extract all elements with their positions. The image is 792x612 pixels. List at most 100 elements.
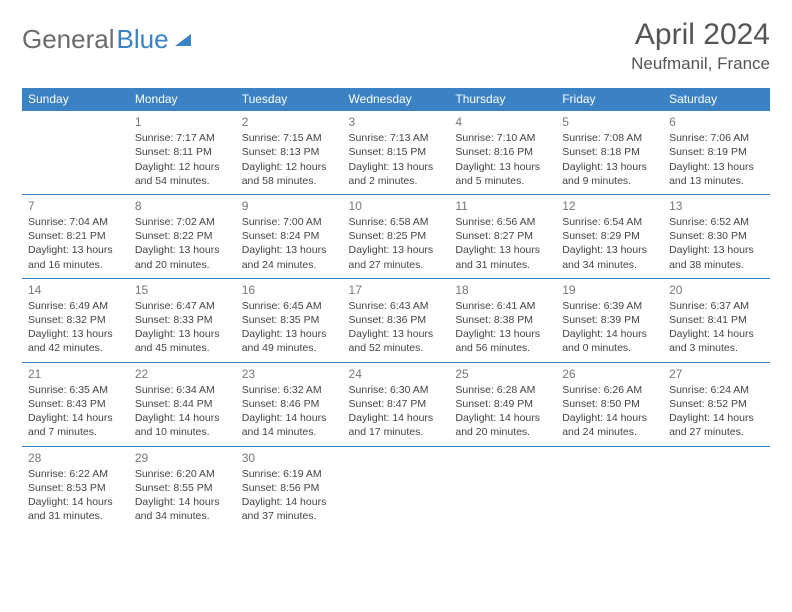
daylight-line: Daylight: 14 hours and 3 minutes.	[669, 327, 764, 355]
calendar-cell-empty	[663, 446, 770, 529]
calendar-table: SundayMondayTuesdayWednesdayThursdayFrid…	[22, 88, 770, 529]
calendar-cell: 7Sunrise: 7:04 AMSunset: 8:21 PMDaylight…	[22, 194, 129, 278]
location: Neufmanil, France	[631, 54, 770, 74]
day-number: 29	[135, 450, 230, 466]
daylight-line: Daylight: 14 hours and 37 minutes.	[242, 495, 337, 523]
sunset-line: Sunset: 8:19 PM	[669, 145, 764, 159]
daylight-line: Daylight: 14 hours and 17 minutes.	[349, 411, 444, 439]
sunset-line: Sunset: 8:21 PM	[28, 229, 123, 243]
calendar-cell: 19Sunrise: 6:39 AMSunset: 8:39 PMDayligh…	[556, 278, 663, 362]
sunrise-line: Sunrise: 7:15 AM	[242, 131, 337, 145]
calendar-row: 1Sunrise: 7:17 AMSunset: 8:11 PMDaylight…	[22, 111, 770, 195]
calendar-head: SundayMondayTuesdayWednesdayThursdayFrid…	[22, 88, 770, 111]
calendar-cell-empty	[22, 111, 129, 195]
weekday-header: Sunday	[22, 88, 129, 111]
calendar-cell-empty	[343, 446, 450, 529]
sunrise-line: Sunrise: 6:30 AM	[349, 383, 444, 397]
sunset-line: Sunset: 8:13 PM	[242, 145, 337, 159]
weekday-header: Thursday	[449, 88, 556, 111]
weekday-header: Friday	[556, 88, 663, 111]
sunrise-line: Sunrise: 6:58 AM	[349, 215, 444, 229]
calendar-cell: 23Sunrise: 6:32 AMSunset: 8:46 PMDayligh…	[236, 362, 343, 446]
logo-text-gray: General	[22, 24, 115, 55]
calendar-cell: 4Sunrise: 7:10 AMSunset: 8:16 PMDaylight…	[449, 111, 556, 195]
weekday-row: SundayMondayTuesdayWednesdayThursdayFrid…	[22, 88, 770, 111]
day-number: 1	[135, 114, 230, 130]
month-title: April 2024	[631, 18, 770, 52]
sunrise-line: Sunrise: 7:17 AM	[135, 131, 230, 145]
calendar-row: 7Sunrise: 7:04 AMSunset: 8:21 PMDaylight…	[22, 194, 770, 278]
daylight-line: Daylight: 14 hours and 34 minutes.	[135, 495, 230, 523]
day-number: 12	[562, 198, 657, 214]
sunrise-line: Sunrise: 6:28 AM	[455, 383, 550, 397]
day-number: 4	[455, 114, 550, 130]
sunset-line: Sunset: 8:49 PM	[455, 397, 550, 411]
daylight-line: Daylight: 13 hours and 20 minutes.	[135, 243, 230, 271]
sunrise-line: Sunrise: 6:22 AM	[28, 467, 123, 481]
sunrise-line: Sunrise: 6:32 AM	[242, 383, 337, 397]
daylight-line: Daylight: 13 hours and 2 minutes.	[349, 160, 444, 188]
sunrise-line: Sunrise: 6:20 AM	[135, 467, 230, 481]
sunrise-line: Sunrise: 7:04 AM	[28, 215, 123, 229]
calendar-cell: 9Sunrise: 7:00 AMSunset: 8:24 PMDaylight…	[236, 194, 343, 278]
day-number: 10	[349, 198, 444, 214]
day-number: 24	[349, 366, 444, 382]
sunrise-line: Sunrise: 6:37 AM	[669, 299, 764, 313]
day-number: 21	[28, 366, 123, 382]
calendar-cell: 24Sunrise: 6:30 AMSunset: 8:47 PMDayligh…	[343, 362, 450, 446]
weekday-header: Tuesday	[236, 88, 343, 111]
calendar-cell: 22Sunrise: 6:34 AMSunset: 8:44 PMDayligh…	[129, 362, 236, 446]
sunset-line: Sunset: 8:47 PM	[349, 397, 444, 411]
sunset-line: Sunset: 8:53 PM	[28, 481, 123, 495]
calendar-row: 14Sunrise: 6:49 AMSunset: 8:32 PMDayligh…	[22, 278, 770, 362]
sunrise-line: Sunrise: 6:35 AM	[28, 383, 123, 397]
calendar-cell: 15Sunrise: 6:47 AMSunset: 8:33 PMDayligh…	[129, 278, 236, 362]
daylight-line: Daylight: 13 hours and 5 minutes.	[455, 160, 550, 188]
sunrise-line: Sunrise: 6:41 AM	[455, 299, 550, 313]
sunset-line: Sunset: 8:56 PM	[242, 481, 337, 495]
sunrise-line: Sunrise: 7:00 AM	[242, 215, 337, 229]
sunrise-line: Sunrise: 6:43 AM	[349, 299, 444, 313]
weekday-header: Saturday	[663, 88, 770, 111]
sunset-line: Sunset: 8:16 PM	[455, 145, 550, 159]
calendar-cell: 18Sunrise: 6:41 AMSunset: 8:38 PMDayligh…	[449, 278, 556, 362]
sunrise-line: Sunrise: 7:08 AM	[562, 131, 657, 145]
calendar-cell: 29Sunrise: 6:20 AMSunset: 8:55 PMDayligh…	[129, 446, 236, 529]
sunset-line: Sunset: 8:43 PM	[28, 397, 123, 411]
calendar-cell: 30Sunrise: 6:19 AMSunset: 8:56 PMDayligh…	[236, 446, 343, 529]
sunrise-line: Sunrise: 7:13 AM	[349, 131, 444, 145]
logo: GeneralBlue	[22, 18, 193, 55]
day-number: 2	[242, 114, 337, 130]
sunset-line: Sunset: 8:52 PM	[669, 397, 764, 411]
calendar-cell: 25Sunrise: 6:28 AMSunset: 8:49 PMDayligh…	[449, 362, 556, 446]
sunrise-line: Sunrise: 6:24 AM	[669, 383, 764, 397]
daylight-line: Daylight: 13 hours and 24 minutes.	[242, 243, 337, 271]
daylight-line: Daylight: 14 hours and 0 minutes.	[562, 327, 657, 355]
weekday-header: Monday	[129, 88, 236, 111]
calendar-cell: 17Sunrise: 6:43 AMSunset: 8:36 PMDayligh…	[343, 278, 450, 362]
daylight-line: Daylight: 13 hours and 56 minutes.	[455, 327, 550, 355]
daylight-line: Daylight: 13 hours and 49 minutes.	[242, 327, 337, 355]
sunset-line: Sunset: 8:38 PM	[455, 313, 550, 327]
day-number: 19	[562, 282, 657, 298]
daylight-line: Daylight: 13 hours and 16 minutes.	[28, 243, 123, 271]
day-number: 18	[455, 282, 550, 298]
day-number: 13	[669, 198, 764, 214]
sunset-line: Sunset: 8:46 PM	[242, 397, 337, 411]
day-number: 16	[242, 282, 337, 298]
daylight-line: Daylight: 13 hours and 31 minutes.	[455, 243, 550, 271]
sunrise-line: Sunrise: 6:34 AM	[135, 383, 230, 397]
day-number: 9	[242, 198, 337, 214]
sunset-line: Sunset: 8:22 PM	[135, 229, 230, 243]
day-number: 26	[562, 366, 657, 382]
daylight-line: Daylight: 13 hours and 9 minutes.	[562, 160, 657, 188]
sunset-line: Sunset: 8:15 PM	[349, 145, 444, 159]
sunrise-line: Sunrise: 6:19 AM	[242, 467, 337, 481]
daylight-line: Daylight: 13 hours and 52 minutes.	[349, 327, 444, 355]
day-number: 11	[455, 198, 550, 214]
sunrise-line: Sunrise: 6:56 AM	[455, 215, 550, 229]
sunset-line: Sunset: 8:50 PM	[562, 397, 657, 411]
sunrise-line: Sunrise: 6:54 AM	[562, 215, 657, 229]
day-number: 8	[135, 198, 230, 214]
calendar-cell: 14Sunrise: 6:49 AMSunset: 8:32 PMDayligh…	[22, 278, 129, 362]
